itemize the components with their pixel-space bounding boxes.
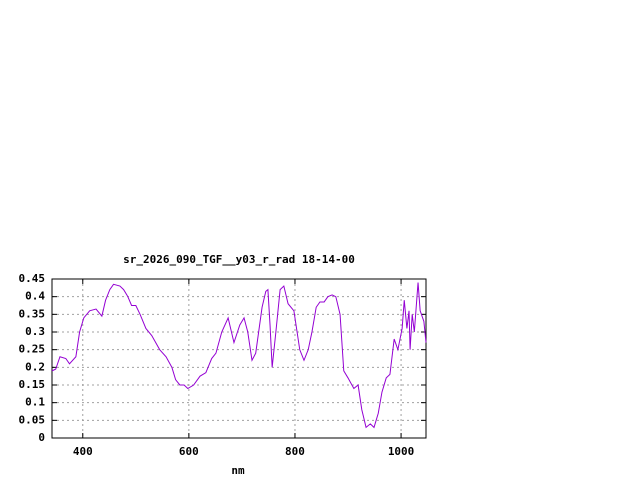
y-tick-label: 0.4 — [25, 290, 45, 303]
y-tick-label: 0.35 — [19, 307, 46, 320]
plot-frame — [51, 278, 427, 439]
y-tick-label: 0.1 — [25, 396, 45, 409]
x-tick-label: 800 — [285, 445, 305, 458]
x-tick-label: 400 — [73, 445, 93, 458]
y-tick-label: 0.25 — [19, 343, 46, 356]
y-tick-label: 0.3 — [25, 325, 45, 338]
x-tick-label: 1000 — [388, 445, 415, 458]
y-tick-label: 0.2 — [25, 360, 45, 373]
chart-title: sr_2026_090_TGF__y03_r_rad 18-14-00 — [123, 253, 355, 266]
y-tick-label: 0 — [38, 431, 45, 444]
y-tick-label: 0.05 — [19, 413, 46, 426]
y-tick-label: 0.15 — [19, 378, 46, 391]
y-tick-label: 0.45 — [19, 272, 46, 285]
x-axis-label: nm — [231, 464, 245, 477]
x-tick-label: 600 — [179, 445, 199, 458]
data-line — [51, 282, 427, 429]
